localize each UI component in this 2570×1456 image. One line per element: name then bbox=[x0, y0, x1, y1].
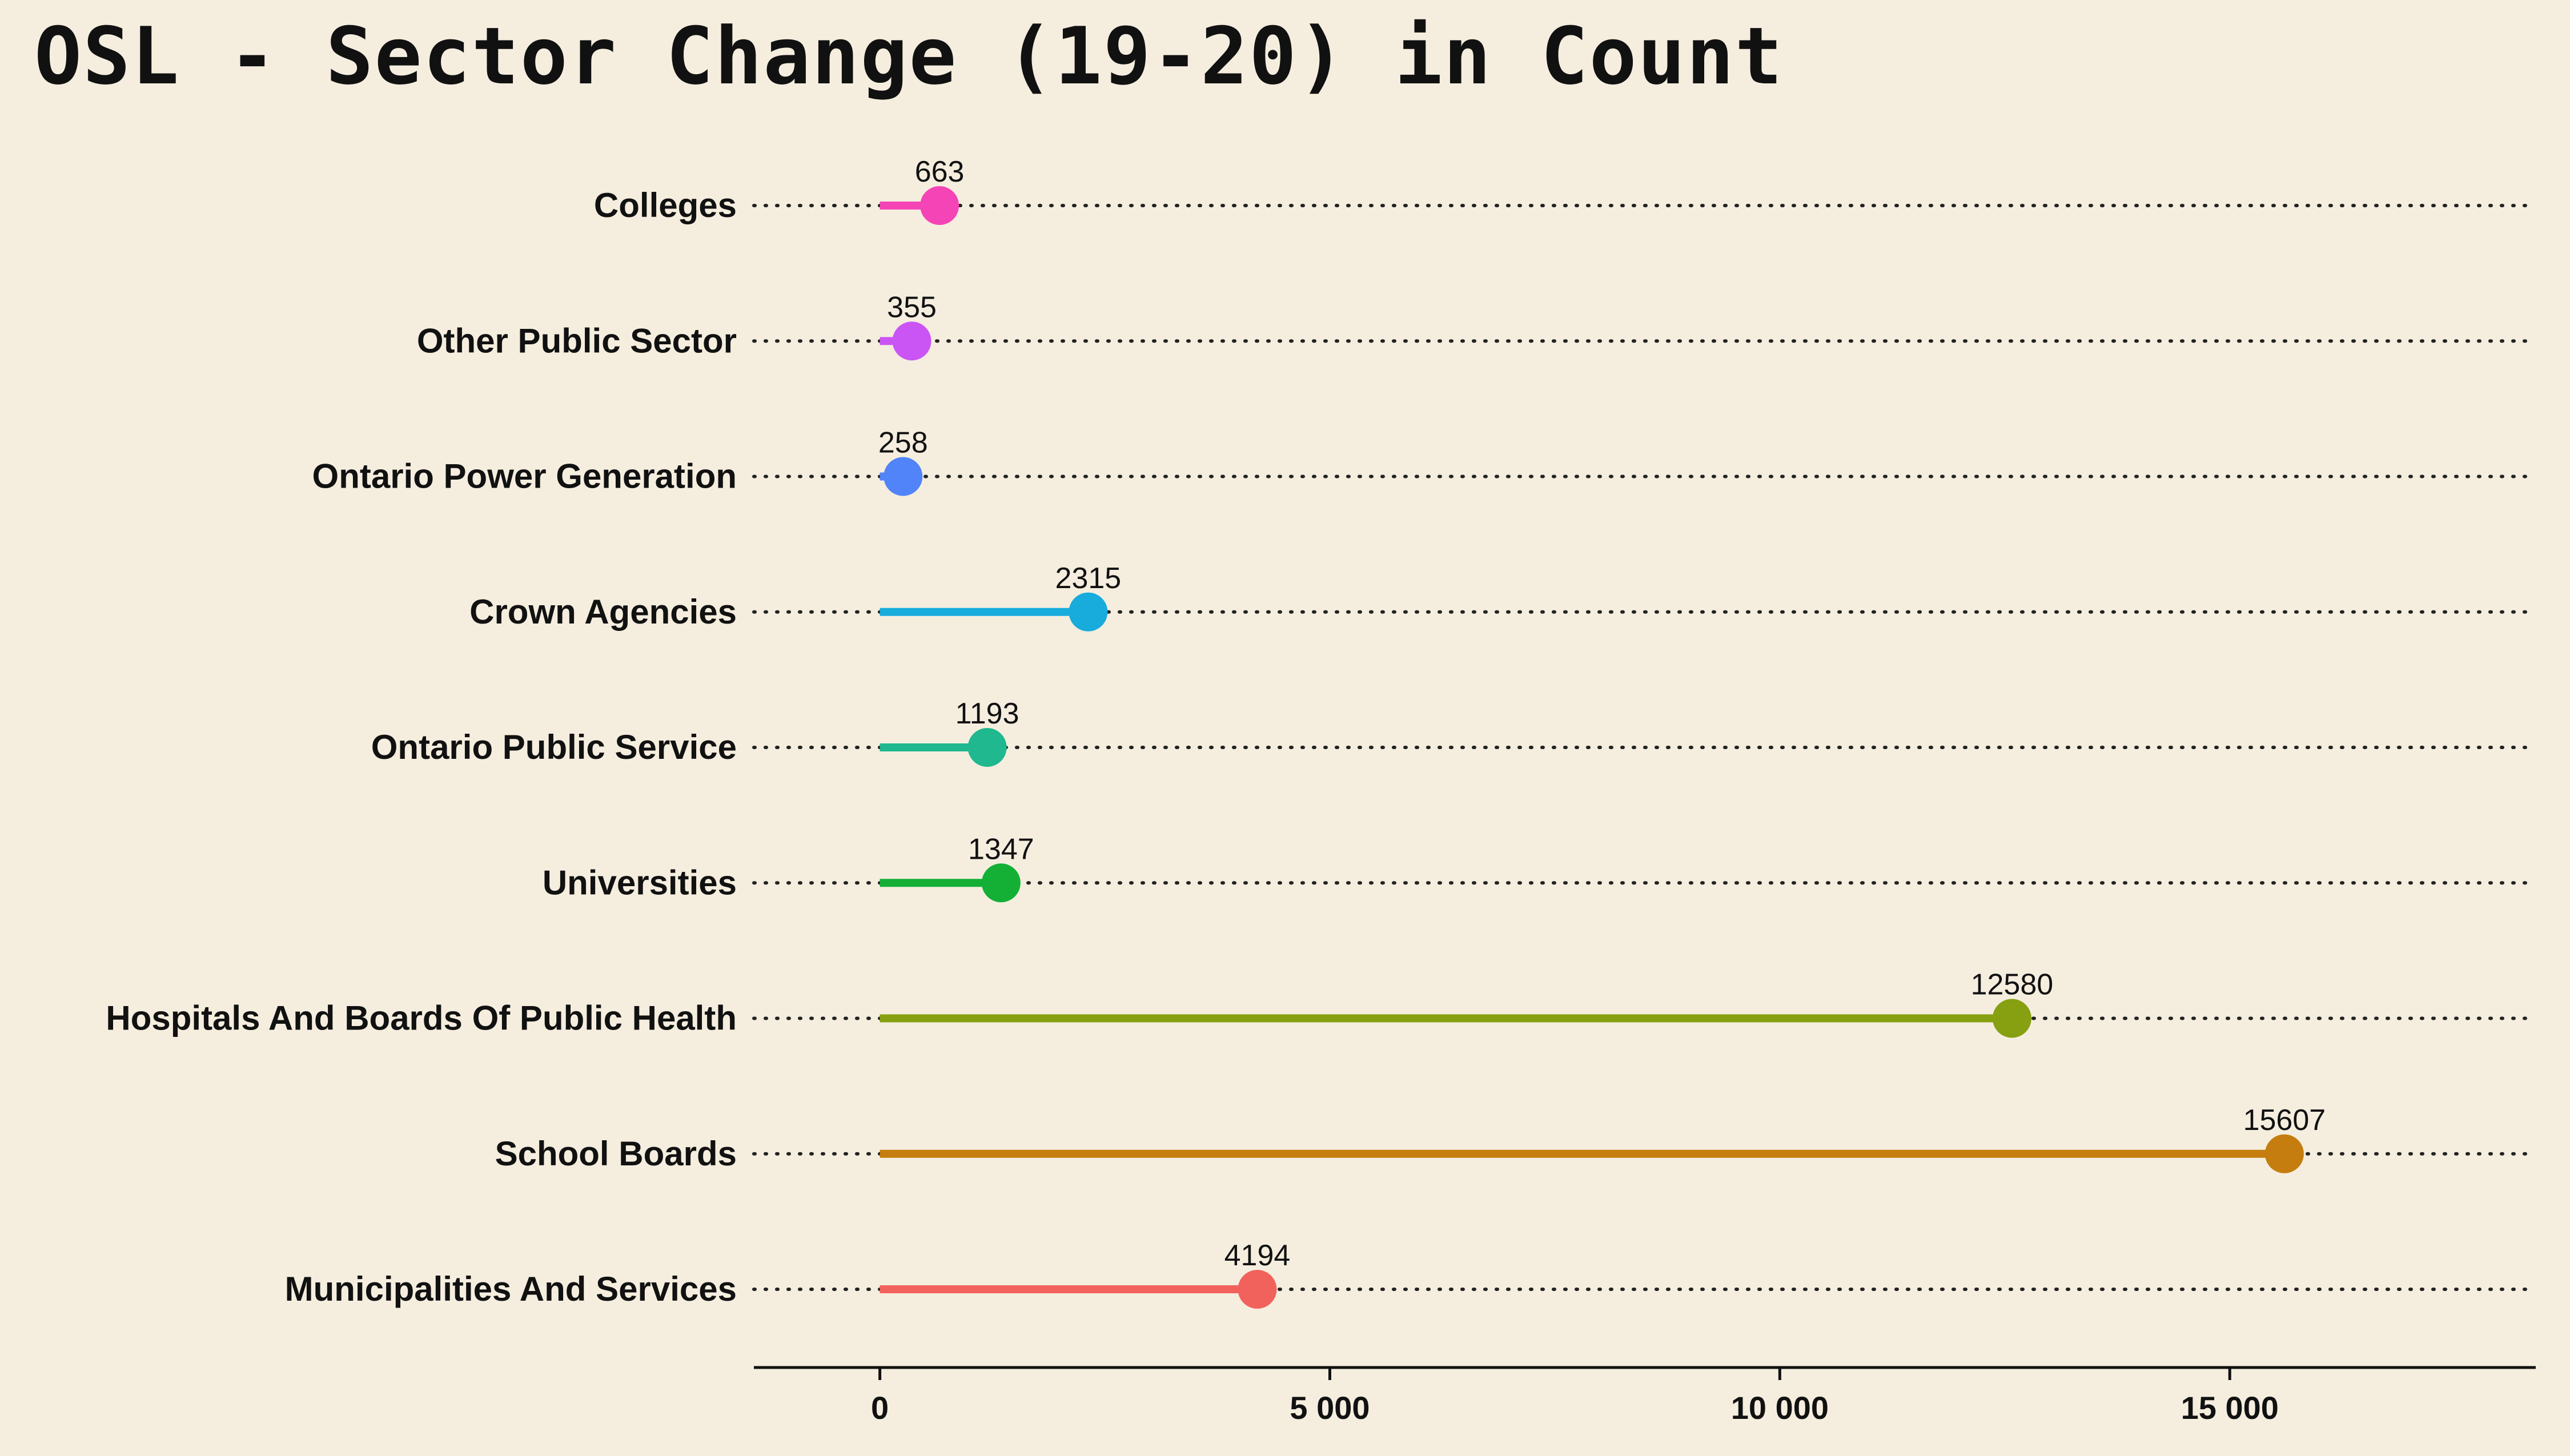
lollipop-dot bbox=[981, 863, 1021, 903]
value-label: 1193 bbox=[955, 697, 1019, 730]
label-layer: Municipalities And Services 4194 School Bo… bbox=[106, 155, 2326, 1308]
value-label: 1347 bbox=[968, 832, 1034, 866]
category-label: Crown Agencies bbox=[469, 593, 737, 631]
value-label: 2315 bbox=[1055, 562, 1122, 595]
lollipop-dot bbox=[967, 728, 1007, 767]
lollipop-dot bbox=[1992, 999, 2031, 1038]
category-label: Colleges bbox=[594, 186, 737, 224]
category-label: School Boards bbox=[495, 1135, 737, 1173]
x-tick-label: 15 000 bbox=[2181, 1390, 2279, 1426]
value-label: 663 bbox=[915, 155, 965, 188]
category-label: Ontario Power Generation bbox=[312, 457, 737, 496]
x-tick-label: 5 000 bbox=[1290, 1390, 1370, 1426]
lollipop-dot bbox=[2264, 1134, 2304, 1173]
category-label: Hospitals And Boards Of Public Health bbox=[106, 999, 737, 1037]
category-label: Universities bbox=[543, 863, 737, 902]
lollipop-dot bbox=[920, 186, 959, 225]
value-label: 258 bbox=[878, 427, 928, 460]
category-label: Other Public Sector bbox=[417, 321, 737, 360]
value-label: 12580 bbox=[1971, 968, 2054, 1001]
value-label: 355 bbox=[887, 291, 937, 324]
chart-title: OSL - Sector Change (19-20) in Count bbox=[34, 10, 1784, 102]
axis-layer: 0 5 000 10 000 15 000 bbox=[754, 1366, 2536, 1426]
value-label: 15607 bbox=[2243, 1104, 2326, 1137]
x-tick-label: 10 000 bbox=[1731, 1390, 1829, 1426]
x-tick-label: 0 bbox=[871, 1390, 889, 1426]
value-label: 4194 bbox=[1224, 1239, 1291, 1272]
category-label: Municipalities And Services bbox=[285, 1270, 737, 1308]
lollipop-dot bbox=[1238, 1270, 1277, 1309]
lollipop-dot bbox=[1069, 592, 1108, 632]
dot-layer bbox=[884, 186, 2304, 1309]
stem-layer bbox=[880, 202, 2284, 1293]
category-label: Ontario Public Service bbox=[371, 728, 737, 766]
lollipop-dot bbox=[892, 321, 931, 361]
lollipop-dot bbox=[884, 457, 923, 496]
